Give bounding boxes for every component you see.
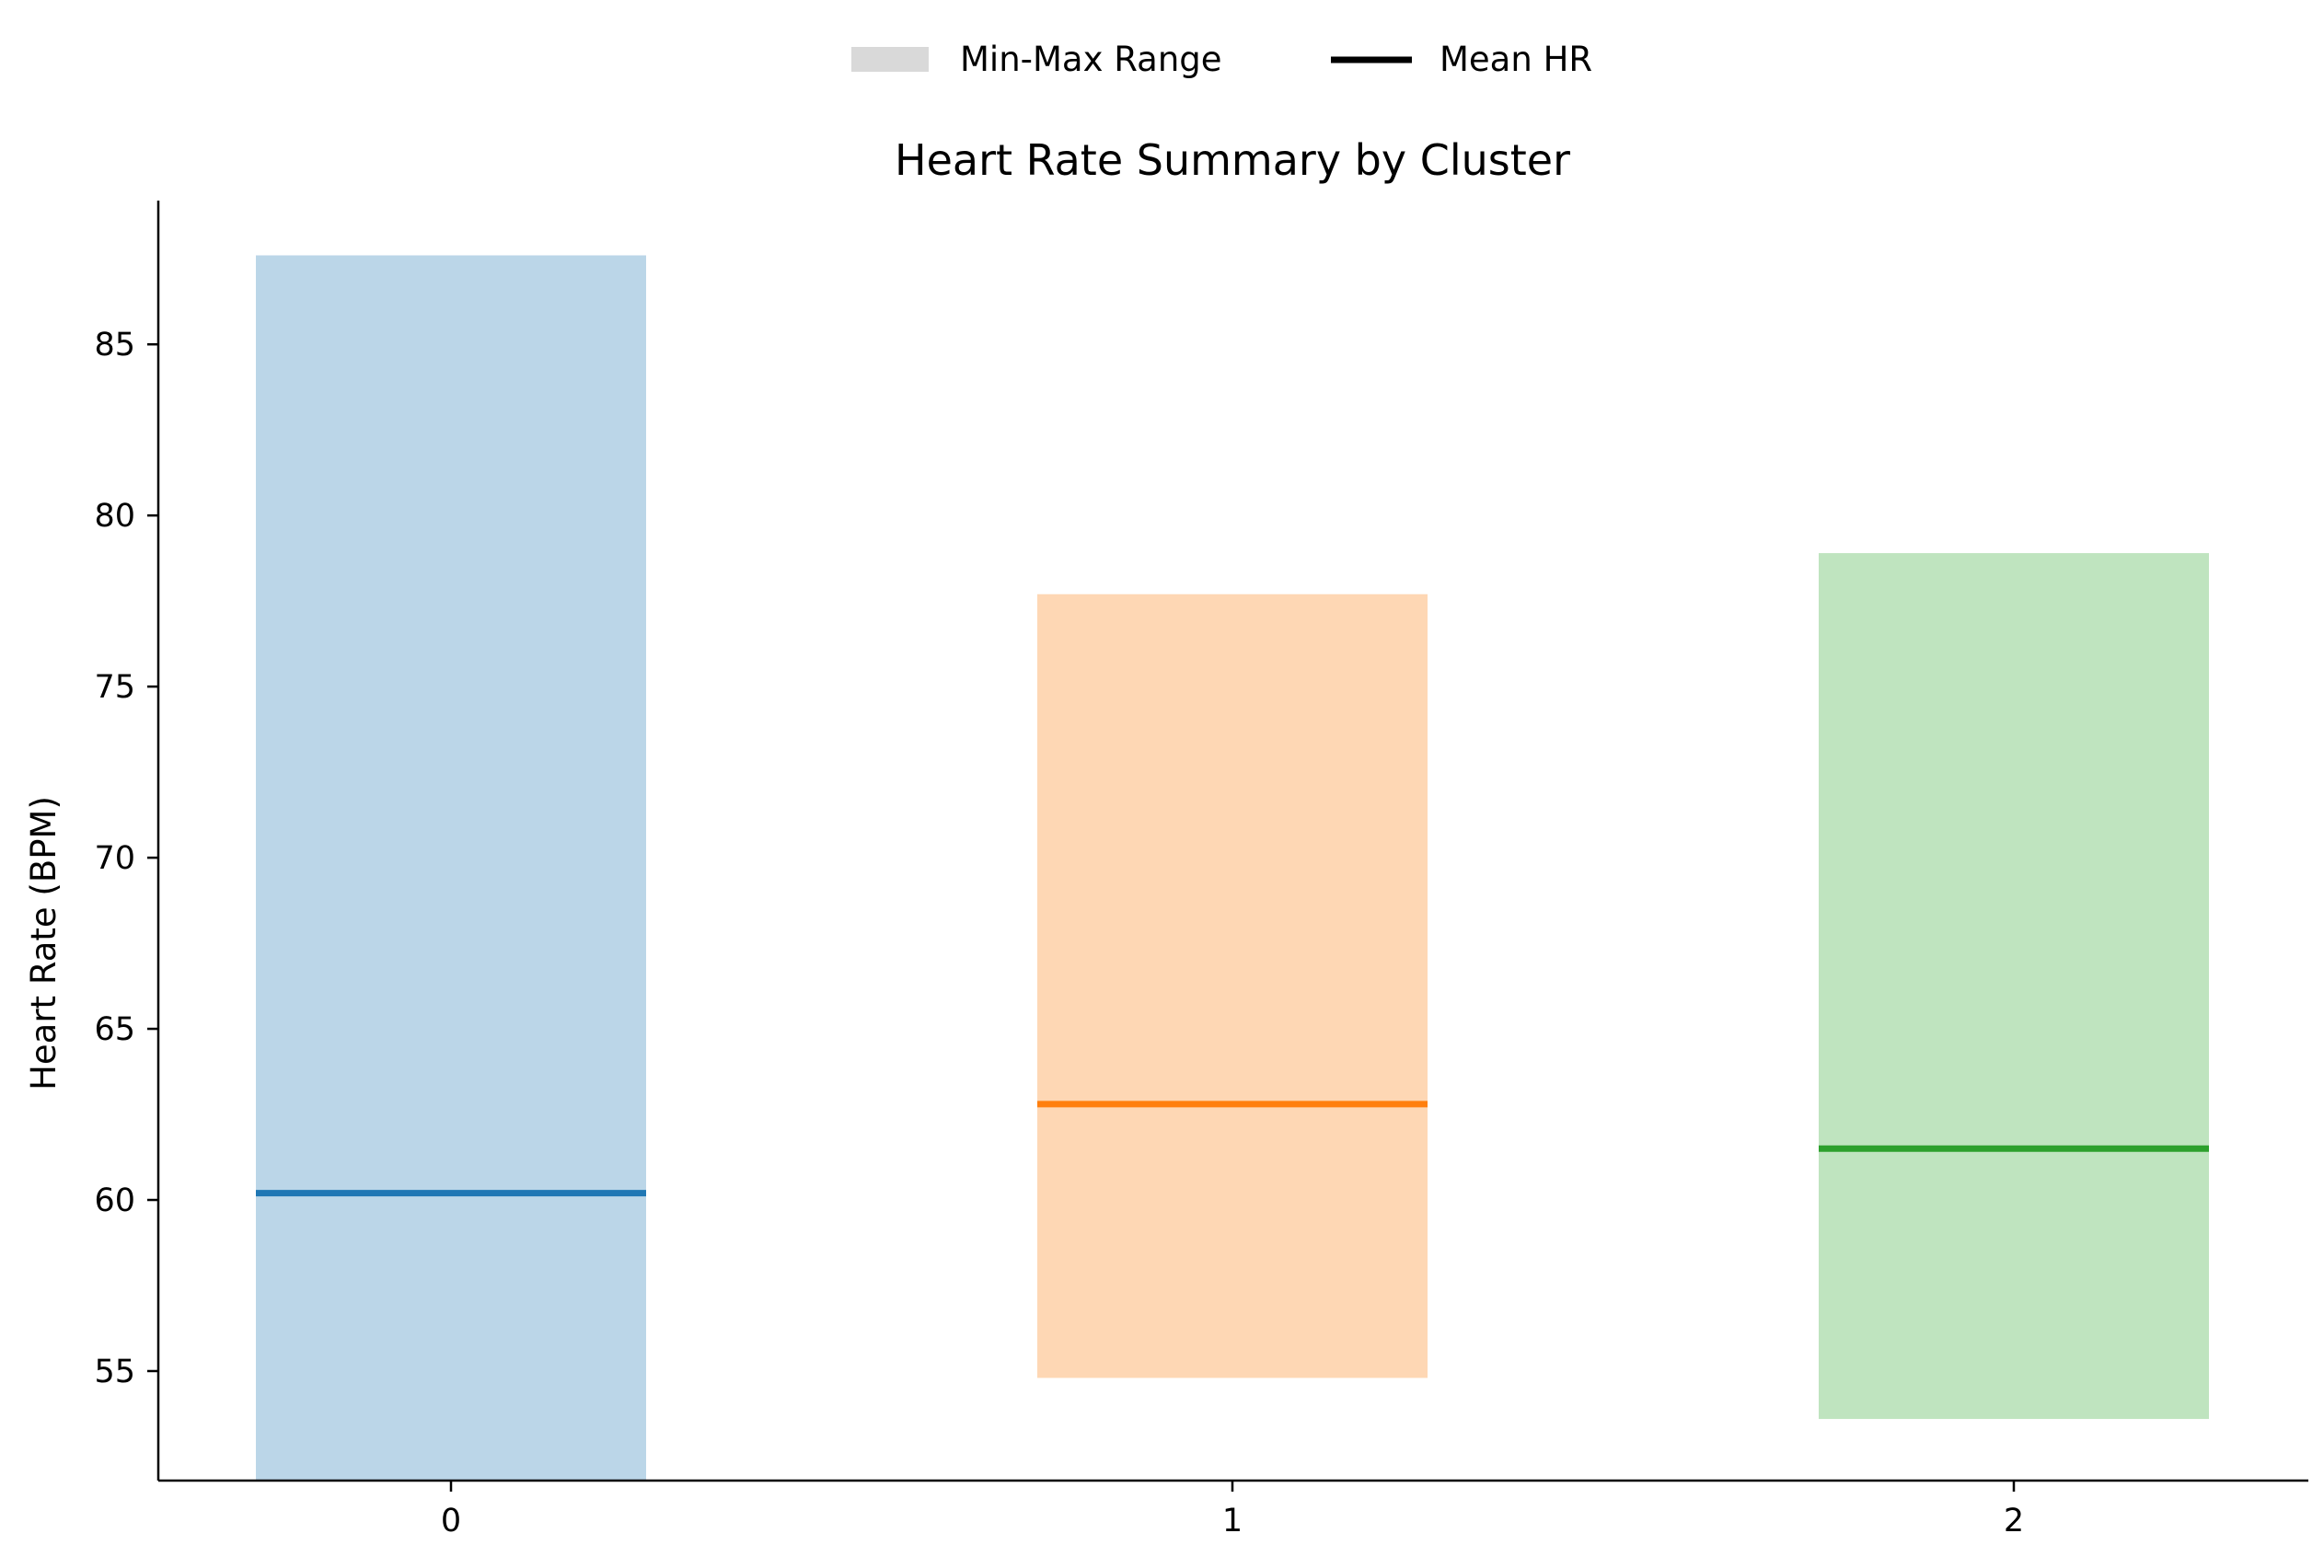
y-tick-label-55: 55	[94, 1354, 135, 1390]
y-axis: 55 60 65 70 75 80 85	[94, 201, 160, 1481]
mean-lines	[256, 1101, 2209, 1197]
y-tick-label-65: 65	[94, 1011, 135, 1048]
range-bar-1	[1037, 594, 1428, 1378]
range-bar-0	[256, 255, 646, 1481]
y-tick-label-70: 70	[94, 840, 135, 877]
range-bar-2	[1819, 553, 2209, 1420]
y-axis-label: Heart Rate (BPM)	[24, 796, 64, 1090]
x-tick-label-0: 0	[441, 1503, 461, 1539]
legend: Min-Max Range Mean HR	[851, 40, 1592, 79]
chart-title: Heart Rate Summary by Cluster	[895, 135, 1570, 185]
range-bars	[256, 255, 2209, 1481]
y-tick-label-80: 80	[94, 498, 135, 535]
y-tick-label-85: 85	[94, 327, 135, 363]
x-axis: 0 1 2	[158, 1479, 2308, 1539]
x-tick-label-1: 1	[1222, 1503, 1243, 1539]
legend-range-swatch	[851, 47, 929, 72]
legend-range-label: Min-Max Range	[960, 40, 1222, 79]
y-tick-label-75: 75	[94, 669, 135, 706]
x-tick-label-2: 2	[2004, 1503, 2024, 1539]
y-tick-label-60: 60	[94, 1182, 135, 1219]
legend-mean-label: Mean HR	[1439, 40, 1592, 79]
